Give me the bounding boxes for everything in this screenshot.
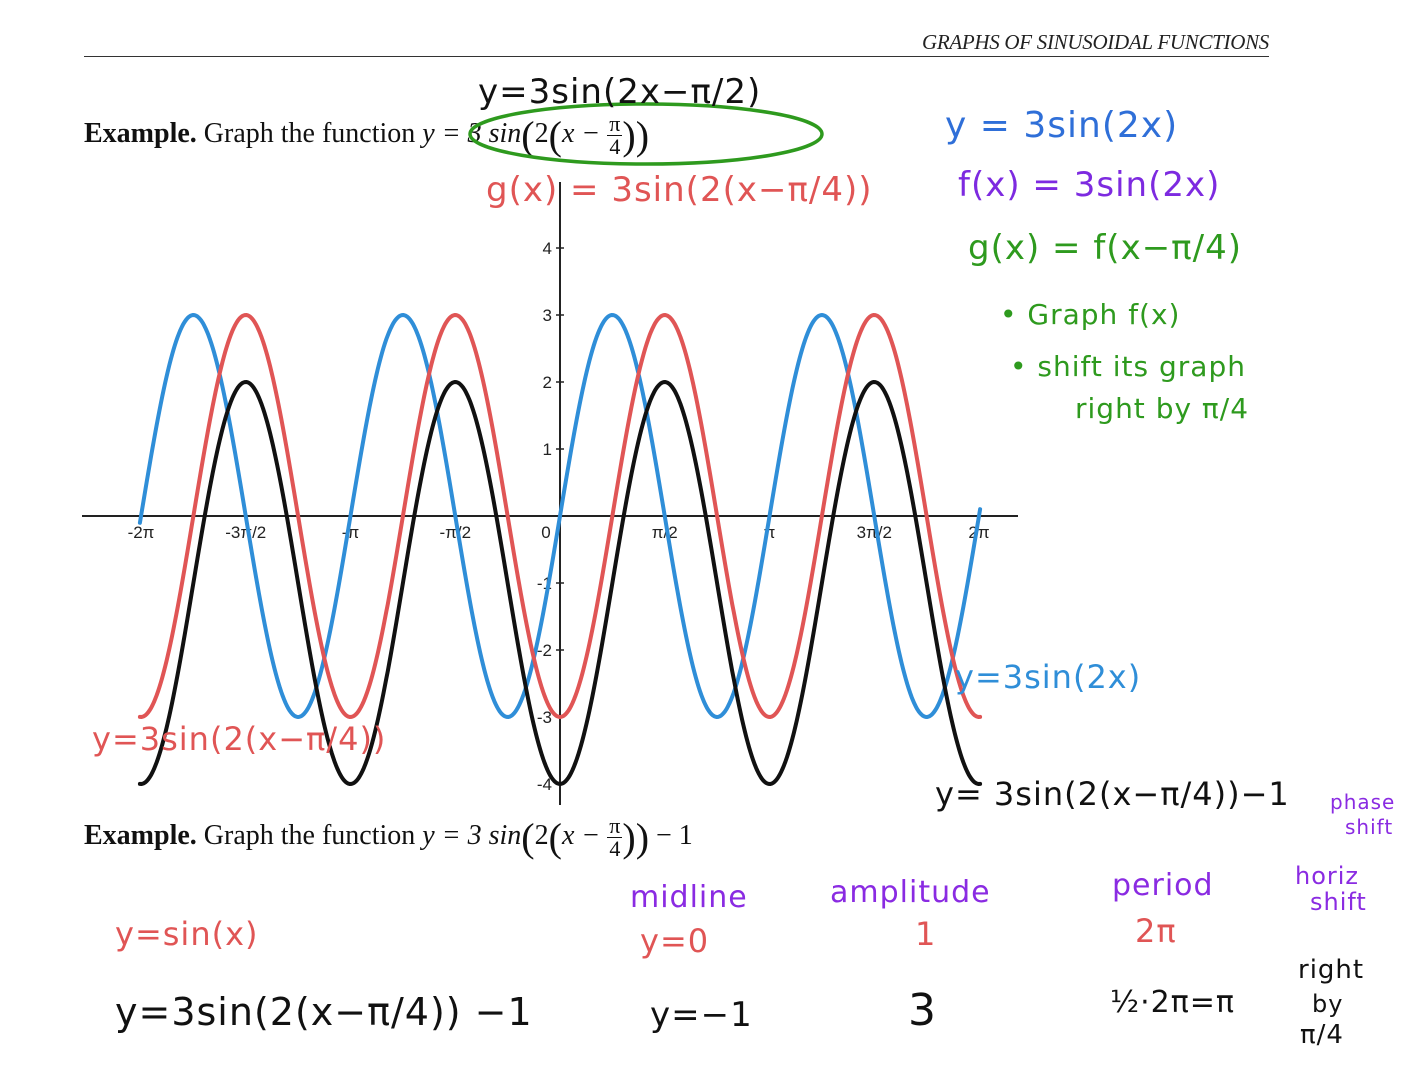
note-green-5: • shift its graph <box>1010 350 1246 383</box>
period-row2: ½·2π=π <box>1110 985 1235 1020</box>
chart-curves <box>137 313 983 786</box>
shift-row2-right: right <box>1298 955 1365 985</box>
amplitude-row2: 3 <box>908 985 937 1036</box>
label-black-curve: y= 3sin(2(x−π/4))−1 <box>935 775 1290 813</box>
label-red-curve: y=3sin(2(x−π/4)) <box>92 720 387 758</box>
example-2-label: Example. <box>84 819 197 851</box>
header-midline: midline <box>630 880 748 915</box>
x-tick-label: 0 <box>541 523 550 542</box>
example-2-text: Graph the function <box>203 819 416 851</box>
note-horiz-shift: shift <box>1310 888 1367 916</box>
series-line-3 <box>137 380 983 786</box>
example-2-two: 2 <box>534 819 549 851</box>
midline-row2: y=−1 <box>650 995 753 1035</box>
row2-function: y=3sin(2(x−π/4)) −1 <box>115 990 533 1034</box>
example-2: Example. Graph the function y = 3 sin(2(… <box>84 813 693 861</box>
x-tick-label: π <box>764 523 776 542</box>
note-shift: shift <box>1345 815 1394 839</box>
note-top-formula: y=3sin(2x−π/2) <box>478 72 762 112</box>
example-2-minus-one: − 1 <box>656 819 693 851</box>
y-tick-label: -4 <box>537 775 552 794</box>
period-row1: 2π <box>1135 912 1177 950</box>
y-tick-label: 1 <box>543 440 552 459</box>
example-2-y: y = 3 sin <box>422 819 522 851</box>
note-green-1: y = 3sin(2x) <box>945 105 1179 146</box>
example-1-two: 2 <box>534 117 549 149</box>
y-tick-label: 2 <box>543 373 552 392</box>
example-2-x: x − <box>561 819 601 851</box>
row1-function: y=sin(x) <box>115 915 259 953</box>
example-1: Example. Graph the function y = 3 sin(2(… <box>84 111 650 159</box>
example-1-label: Example. <box>84 117 197 149</box>
header-rule <box>84 56 1269 57</box>
y-tick-label: 4 <box>543 239 552 258</box>
header-period: period <box>1112 868 1214 903</box>
series-line-1 <box>137 313 983 719</box>
label-blue-curve: y=3sin(2x) <box>955 658 1142 696</box>
shift-row2-by: by <box>1312 990 1344 1018</box>
y-tick-label: 3 <box>543 306 552 325</box>
example-1-text: Graph the function <box>203 117 416 149</box>
y-tick-label: -2 <box>537 641 552 660</box>
note-green-2: f(x) = 3sin(2x) <box>958 165 1221 205</box>
shift-row2-amount: π/4 <box>1300 1020 1344 1050</box>
note-g-red: g(x) = 3sin(2(x−π/4)) <box>486 170 873 210</box>
midline-row1: y=0 <box>640 922 710 960</box>
example-1-x: x − <box>561 117 601 149</box>
green-highlight-ellipse <box>468 102 824 166</box>
note-green-6: right by π/4 <box>1075 392 1250 425</box>
header-amplitude: amplitude <box>830 875 991 910</box>
note-horiz: horiz <box>1295 862 1360 890</box>
y-tick-label: -3 <box>537 708 552 727</box>
x-tick-label: 3π/2 <box>857 523 892 542</box>
chart-axes <box>82 182 1018 805</box>
note-phase: phase <box>1330 790 1396 814</box>
x-tick-label: π/2 <box>652 523 678 542</box>
x-tick-label: -2π <box>128 523 155 542</box>
note-green-4: • Graph f(x) <box>1000 298 1181 331</box>
x-tick-label: -π/2 <box>439 523 471 542</box>
page-header: GRAPHS OF SINUSOIDAL FUNCTIONS <box>921 30 1269 54</box>
x-tick-label: -3π/2 <box>225 523 266 542</box>
series-line-2 <box>137 313 983 719</box>
amplitude-row1: 1 <box>915 915 937 953</box>
note-green-3: g(x) = f(x−π/4) <box>968 228 1243 268</box>
